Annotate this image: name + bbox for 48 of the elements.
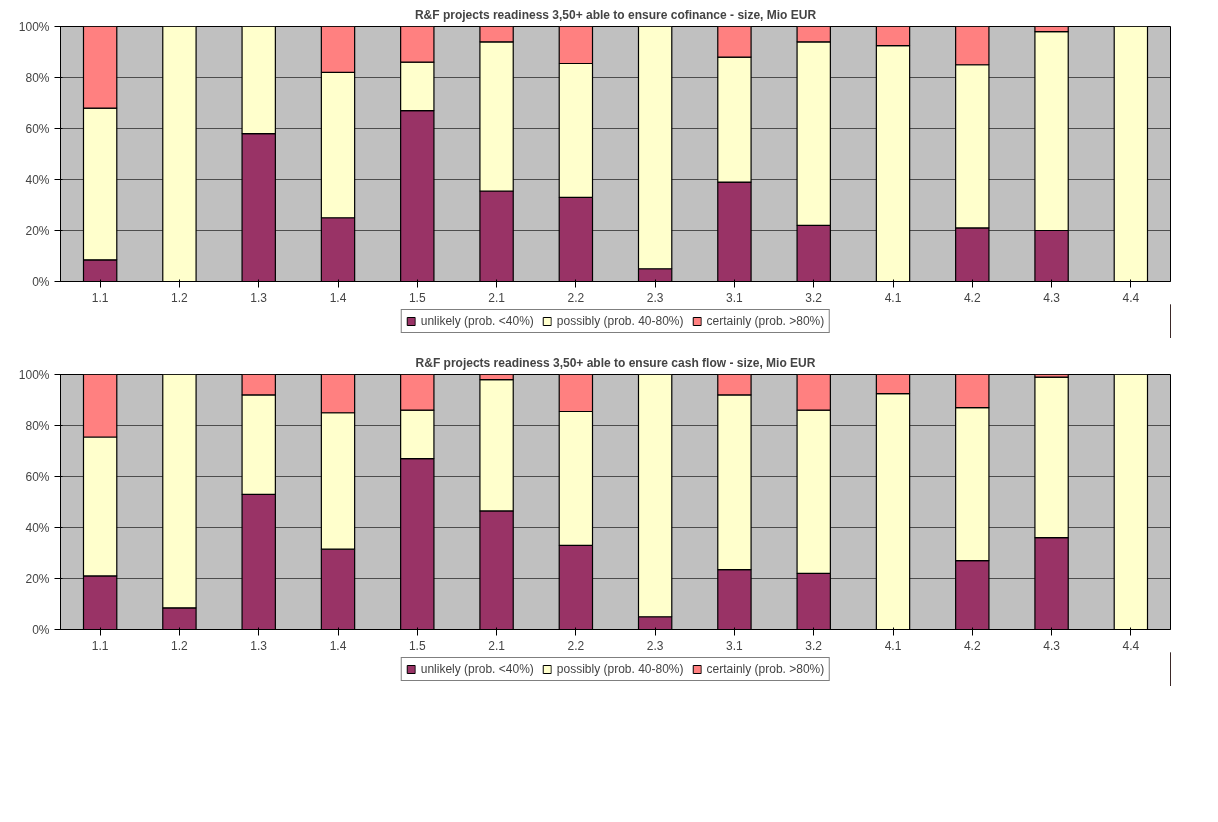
x-tick-label: 4.2 bbox=[963, 638, 981, 653]
chart-title: R&F projects readiness 3,50+ able to ensure cash flow - size, Mio EUR bbox=[415, 355, 816, 370]
y-tick-label: 100% bbox=[18, 19, 50, 34]
x-tick-label: 4.1 bbox=[884, 638, 902, 653]
y-tick-label: 60% bbox=[25, 121, 50, 136]
y-tick-label: 0% bbox=[32, 622, 50, 637]
x-tick-label: 1.3 bbox=[250, 290, 268, 305]
x-tick-label: 1.2 bbox=[171, 290, 189, 305]
x-tick-label: 4.1 bbox=[884, 290, 902, 305]
x-tick-label: 3.2 bbox=[805, 638, 823, 653]
x-tick-label: 2.1 bbox=[488, 290, 506, 305]
x-tick-label: 3.1 bbox=[726, 290, 744, 305]
x-tick-label: 4.3 bbox=[1043, 290, 1061, 305]
x-tick-label: 2.2 bbox=[567, 290, 585, 305]
x-tick-label: 4.3 bbox=[1043, 638, 1061, 653]
x-tick-label: 2.3 bbox=[646, 290, 664, 305]
legend-label: unlikely (prob. <40%) bbox=[420, 662, 534, 676]
legend-label: possibly (prob. 40-80%) bbox=[556, 662, 684, 676]
y-tick-label: 80% bbox=[25, 418, 50, 433]
y-tick-label: 40% bbox=[25, 172, 50, 187]
x-tick-label: 4.2 bbox=[963, 290, 981, 305]
y-tick-label: 40% bbox=[25, 520, 50, 535]
legend-label: certainly (prob. >80%) bbox=[706, 662, 825, 676]
x-tick-label: 1.1 bbox=[91, 638, 109, 653]
y-tick-label: 20% bbox=[25, 571, 50, 586]
y-tick-label: 100% bbox=[18, 367, 50, 382]
x-tick-label: 3.1 bbox=[726, 638, 744, 653]
x-tick-label: 1.3 bbox=[250, 638, 268, 653]
chart-title: R&F projects readiness 3,50+ able to ensure cofinance - size, Mio EUR bbox=[414, 7, 817, 22]
x-tick-label: 1.2 bbox=[171, 638, 189, 653]
legend-label: unlikely (prob. <40%) bbox=[420, 314, 534, 328]
x-tick-label: 1.4 bbox=[329, 290, 347, 305]
x-tick-label: 1.5 bbox=[408, 290, 426, 305]
y-tick-label: 60% bbox=[25, 469, 50, 484]
y-tick-label: 20% bbox=[25, 223, 50, 238]
y-tick-label: 0% bbox=[32, 274, 50, 289]
x-tick-label: 1.4 bbox=[329, 638, 347, 653]
y-tick-label: 80% bbox=[25, 70, 50, 85]
legend-label: certainly (prob. >80%) bbox=[706, 314, 825, 328]
legend-label: possibly (prob. 40-80%) bbox=[556, 314, 684, 328]
x-tick-label: 1.5 bbox=[408, 638, 426, 653]
x-tick-label: 3.2 bbox=[805, 290, 823, 305]
x-tick-label: 2.1 bbox=[488, 638, 506, 653]
x-tick-label: 2.3 bbox=[646, 638, 664, 653]
x-tick-label: 4.4 bbox=[1122, 638, 1140, 653]
x-tick-label: 4.4 bbox=[1122, 290, 1140, 305]
x-tick-label: 2.2 bbox=[567, 638, 585, 653]
x-tick-label: 1.1 bbox=[91, 290, 109, 305]
